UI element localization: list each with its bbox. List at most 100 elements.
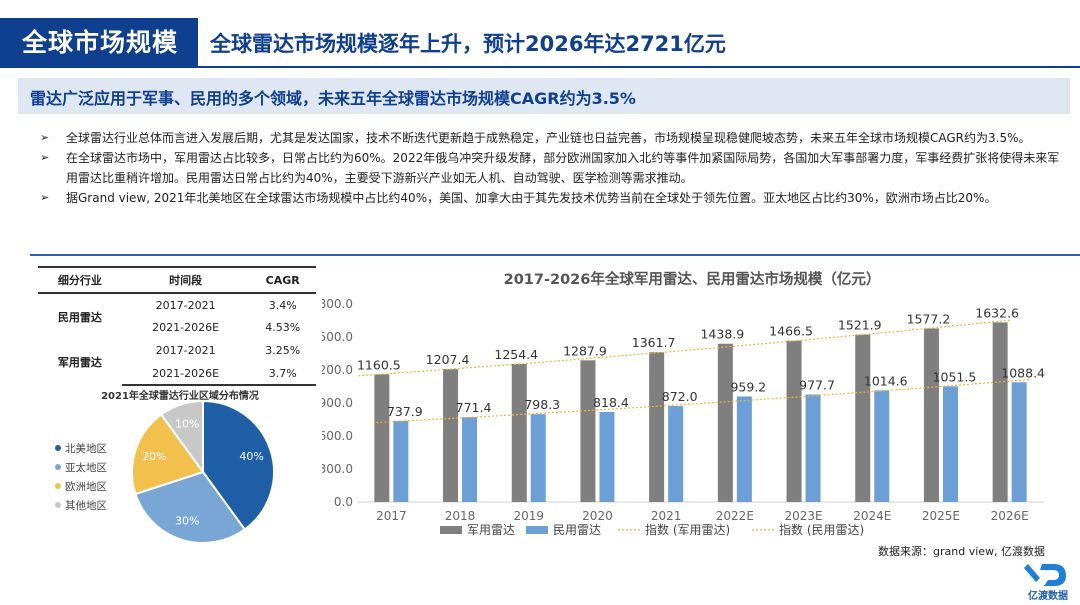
data-source-note: 数据来源：grand view, 亿渡数据 — [878, 545, 1046, 558]
data-label: 1466.5 — [769, 324, 813, 339]
pie-legend-marker — [55, 483, 61, 489]
section-tab: 全球市场规模 — [0, 18, 198, 68]
x-tick-label: 2025E — [922, 509, 960, 523]
pie-value-label: 10% — [175, 417, 199, 430]
bullet-list: ➢ 全球雷达行业总体而言进入发展后期，尤其是发达国家，技术不断迭代更新趋于成熟稳… — [40, 128, 1060, 208]
bar-civil — [530, 414, 546, 502]
pie-value-label: 40% — [239, 450, 263, 463]
bar-civil — [668, 406, 684, 502]
yidu-logo: 亿渡数据 — [1024, 564, 1068, 602]
pie-value-label: 20% — [142, 450, 166, 463]
x-tick-label: 2018 — [445, 509, 476, 523]
bar-military — [374, 374, 390, 502]
bar-civil — [599, 411, 615, 502]
table-cell: 2017-2021 — [155, 298, 216, 312]
chart-title: 2017-2026年全球军用雷达、民用雷达市场规模（亿元） — [504, 270, 881, 288]
table-cell: 4.53% — [265, 321, 301, 334]
legend-label: 指数 (军用雷达) — [645, 522, 730, 537]
table-row: 2021-2026E 4.53% — [38, 316, 316, 339]
legend-label: 民用雷达 — [553, 523, 601, 537]
table-cell: 3.7% — [249, 362, 316, 386]
logo-mark-right — [1040, 564, 1066, 586]
header-divider — [198, 66, 1080, 68]
data-label: 1254.4 — [494, 347, 538, 362]
table-group-label: 军用雷达 — [57, 356, 102, 369]
y-tick-label: 900.0 — [322, 396, 353, 410]
data-label: 818.4 — [593, 395, 629, 410]
bullet-item: ➢ 在全球雷达市场中，军用雷达占比较多，日常占比约为60%。2022年俄乌冲突升… — [40, 148, 1060, 188]
data-label: 771.4 — [456, 400, 492, 415]
data-label: 1088.4 — [1001, 365, 1045, 380]
pie-legend-label: 其他地区 — [65, 499, 107, 512]
trendline — [358, 319, 1012, 377]
section-divider — [30, 254, 1080, 256]
bar-chart: 2017-2026年全球军用雷达、民用雷达市场规模（亿元） 0.0 300.0 600… — [322, 270, 1045, 537]
data-label: 977.7 — [799, 377, 835, 392]
table-header-cell: 时间段 — [121, 266, 250, 294]
table-cell: 3.25% — [265, 344, 301, 357]
pie-chart-title: 2021年全球雷达行业区域分布情况 — [101, 391, 259, 402]
bar-military — [923, 328, 939, 502]
pie-slice — [202, 400, 275, 531]
table-header-cell: CAGR — [249, 266, 316, 294]
table-cell: 2021-2026E — [121, 362, 250, 386]
bar-civil — [874, 390, 890, 502]
bar-civil — [1011, 382, 1027, 502]
x-tick-label: 2026E — [991, 509, 1029, 523]
data-label: 1577.2 — [907, 312, 951, 327]
data-label: 959.2 — [730, 379, 766, 394]
legend-swatch — [440, 526, 462, 534]
x-tick-label: 2019 — [513, 509, 544, 523]
pie-legend-label: 北美地区 — [65, 442, 107, 455]
pie-legend-label: 欧洲地区 — [65, 480, 107, 493]
bullet-item: ➢ 据Grand view, 2021年北美地区在全球雷达市场规模中占比约40%… — [40, 188, 1060, 208]
arrow-bullet-icon: ➢ — [40, 191, 50, 204]
bar-military — [717, 343, 733, 502]
table-group-label: 民用雷达 — [57, 310, 102, 324]
data-label: 1361.7 — [632, 335, 676, 350]
arrow-bullet-icon: ➢ — [40, 131, 50, 144]
data-label: 1051.5 — [933, 369, 977, 384]
pie-legend-marker — [55, 464, 61, 470]
x-tick-label: 2024E — [853, 509, 891, 523]
data-label: 1632.6 — [975, 305, 1019, 320]
pie-slice — [159, 400, 204, 476]
bar-civil — [736, 396, 752, 502]
bullet-item: ➢ 全球雷达行业总体而言进入发展后期，尤其是发达国家，技术不断迭代更新趋于成熟稳… — [40, 128, 1060, 148]
table-cell: 3.4% — [268, 298, 297, 312]
pie-legend-marker — [55, 502, 61, 508]
data-label: 737.9 — [387, 404, 423, 419]
legend-label: 指数 (民用雷达) — [779, 522, 864, 537]
data-label: 1160.5 — [357, 357, 401, 372]
table-cell: 2021-2026E — [152, 321, 220, 334]
subtitle-banner — [18, 78, 1070, 114]
data-label: 872.0 — [662, 389, 698, 404]
section-tab-label: 全球市场规模 — [22, 28, 179, 57]
bar-civil — [805, 394, 821, 502]
bar-military — [786, 340, 802, 502]
logo-text: 亿渡数据 — [1028, 589, 1068, 602]
table-row: 军用雷达 2017-2021 3.25% — [38, 339, 316, 369]
data-label: 1207.4 — [426, 352, 470, 367]
y-tick-label: 600.0 — [322, 429, 353, 443]
bar-military — [443, 369, 459, 502]
table-row: 2021-2026E 3.7% — [38, 362, 316, 386]
data-label: 798.3 — [524, 397, 560, 412]
bullet-text: 全球雷达行业总体而言进入发展后期，尤其是发达国家，技术不断迭代更新趋于成熟稳定，… — [66, 131, 1031, 145]
page-title: 全球雷达市场规模逐年上升，预计2026年达2721亿元 — [210, 32, 726, 56]
table-header-cell: 细分行业 — [38, 266, 122, 294]
table-row: 民用雷达 2017-2021 3.4% — [38, 293, 316, 324]
x-tick-label: 2022E — [716, 509, 754, 523]
trendline — [376, 379, 1030, 424]
pie-legend-label: 亚太地区 — [65, 461, 107, 474]
bar-military — [580, 360, 596, 502]
y-tick-label: 0.0 — [334, 495, 353, 509]
legend-label: 军用雷达 — [467, 523, 515, 537]
bar-military — [649, 352, 665, 502]
bar-civil — [462, 417, 478, 502]
bar-civil — [393, 420, 409, 502]
x-tick-label: 2023E — [784, 509, 822, 523]
table-cell: 2017-2021 — [155, 344, 216, 357]
bar-civil — [942, 386, 958, 502]
